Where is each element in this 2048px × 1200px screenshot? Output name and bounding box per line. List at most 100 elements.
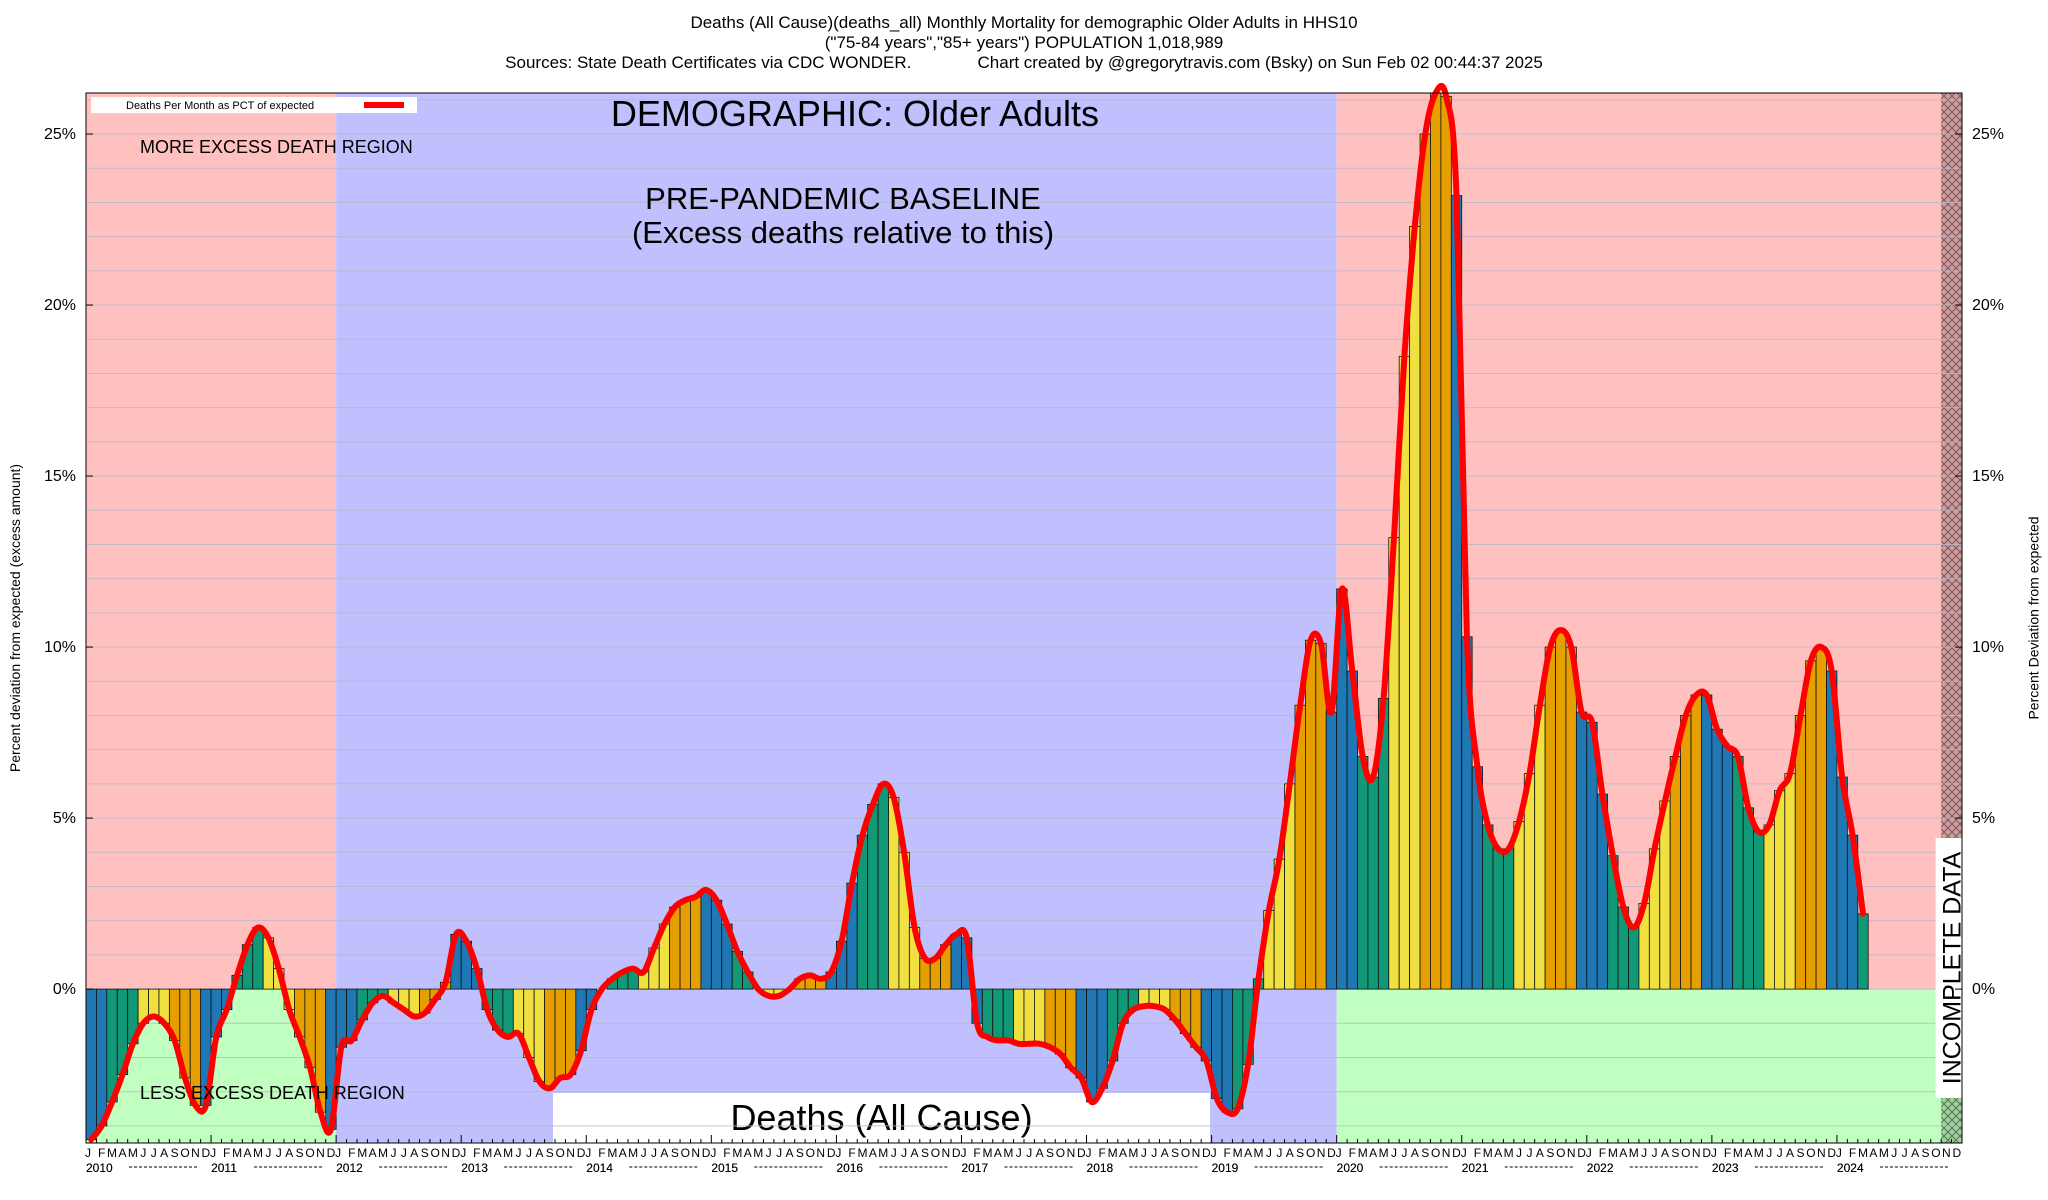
x-tick-month: N [191, 1146, 200, 1160]
bar [700, 889, 712, 990]
bar [1680, 715, 1692, 990]
bar [1815, 646, 1827, 990]
baseline-label-line1: PRE-PANDEMIC BASELINE [645, 181, 1041, 216]
x-tick-month: M [1233, 1146, 1243, 1160]
x-year-label-front: 2019 [1212, 1161, 1239, 1175]
x-tick-month: F [1474, 1146, 1481, 1160]
x-tick-month: J [1836, 1146, 1842, 1160]
x-tick-month: S [296, 1146, 304, 1160]
bar [1409, 225, 1421, 990]
x-tick-month: M [1629, 1146, 1639, 1160]
x-tick-month: N [1567, 1146, 1576, 1160]
x-tick-month: F [723, 1146, 730, 1160]
x-tick-month: J [710, 1146, 716, 1160]
y-tick-label-left: 15% [44, 468, 76, 485]
bar [1575, 711, 1588, 990]
x-tick-month: A [1036, 1146, 1044, 1160]
y-tick-label-right: 20% [1972, 297, 2004, 314]
series-line [88, 82, 1866, 1143]
baseline-label-line2: (Excess deaths relative to this) [632, 215, 1054, 250]
x-tick-month: N [691, 1146, 700, 1160]
x-tick-month: N [816, 1146, 825, 1160]
y-tick-label-right: 5% [1972, 810, 1995, 827]
y-axis-label-left: Percent deviation from expected (excess … [7, 463, 24, 773]
x-tick-month: M [1733, 1146, 1743, 1160]
x-tick-month: J [835, 1146, 841, 1160]
x-tick-month: A [869, 1146, 877, 1160]
y-axis-label-right: Percent Deviation from expected [2025, 516, 2042, 720]
bar [1555, 629, 1567, 990]
x-year-label: 2023 [1712, 1161, 1739, 1175]
bar [1857, 913, 1869, 990]
y-tick-label-right: 15% [1972, 468, 2004, 485]
x-year-label: 2022 [1587, 1161, 1614, 1175]
x-year-label: 2019 [1212, 1161, 1239, 1175]
x-tick-month: J [335, 1146, 341, 1160]
more-excess-label: MORE EXCESS DEATH REGION [140, 137, 413, 157]
x-tick-month: M [1108, 1146, 1118, 1160]
bar [512, 988, 525, 1034]
x-tick-month: O [1431, 1146, 1440, 1160]
x-tick-month: J [460, 1146, 466, 1160]
x-tick-month: A [619, 1146, 627, 1160]
x-tick-month: J [1891, 1146, 1897, 1160]
y-tick-label-left: 20% [44, 297, 76, 314]
y-tick-label-right: 25% [1972, 126, 2004, 143]
bar [96, 988, 108, 1127]
x-tick-month: S [1296, 1146, 1304, 1160]
bar [1023, 988, 1035, 1045]
bar [1721, 745, 1734, 990]
bar [1492, 848, 1504, 990]
x-tick-month: A [1286, 1146, 1294, 1160]
x-tick-month: F [98, 1146, 105, 1160]
x-tick-month: S [1046, 1146, 1054, 1160]
x-tick-month: F [1098, 1146, 1105, 1160]
x-tick-month: J [1401, 1146, 1407, 1160]
x-tick-month: A [1494, 1146, 1502, 1160]
x-year-label-front: 2010 [86, 1161, 113, 1175]
x-tick-month: O [556, 1146, 565, 1160]
x-tick-month: A [535, 1146, 543, 1160]
bar [1669, 756, 1681, 990]
bar [1753, 831, 1765, 990]
x-tick-month: N [566, 1146, 575, 1160]
x-year-label-front: 2021 [1462, 1161, 1489, 1175]
x-tick-month: M [1358, 1146, 1368, 1160]
bar [1221, 988, 1233, 1113]
year-label-gap [739, 1161, 754, 1173]
x-tick-month: J [1586, 1146, 1592, 1160]
bar [1305, 639, 1317, 990]
x-tick-month: D [1077, 1146, 1086, 1160]
bar [1367, 776, 1379, 990]
x-tick-month: A [744, 1146, 752, 1160]
x-tick-month: O [1056, 1146, 1065, 1160]
x-tick-month: S [171, 1146, 179, 1160]
y-tick-label-left: 25% [44, 126, 76, 143]
less-excess-region-post [1336, 989, 1942, 1143]
x-tick-month: F [973, 1146, 980, 1160]
x-tick-month: A [785, 1146, 793, 1160]
x-tick-month: D [202, 1146, 211, 1160]
x-tick-month: M [1128, 1146, 1138, 1160]
x-tick-month: A [494, 1146, 502, 1160]
bar [1065, 988, 1077, 1069]
x-year-label-front: 2012 [336, 1161, 363, 1175]
x-tick-month: J [1526, 1146, 1532, 1160]
x-tick-month: O [305, 1146, 314, 1160]
demographic-label: DEMOGRAPHIC: Older Adults [611, 93, 1099, 134]
x-tick-month: J [1211, 1146, 1217, 1160]
x-tick-month: O [681, 1146, 690, 1160]
x-tick-month: J [891, 1146, 897, 1160]
x-tick-month: S [671, 1146, 679, 1160]
year-label-gap [1364, 1161, 1379, 1173]
legend-box [91, 97, 417, 113]
x-tick-month: D [577, 1146, 586, 1160]
x-tick-month: J [1652, 1146, 1658, 1160]
x-tick-month: J [1086, 1146, 1092, 1160]
x-tick-month: O [1556, 1146, 1565, 1160]
x-year-label: 2017 [961, 1161, 988, 1175]
x-tick-month: J [401, 1146, 407, 1160]
x-tick-month: F [1224, 1146, 1231, 1160]
x-year-label-front: 2018 [1087, 1161, 1114, 1175]
x-tick-month: D [327, 1146, 336, 1160]
